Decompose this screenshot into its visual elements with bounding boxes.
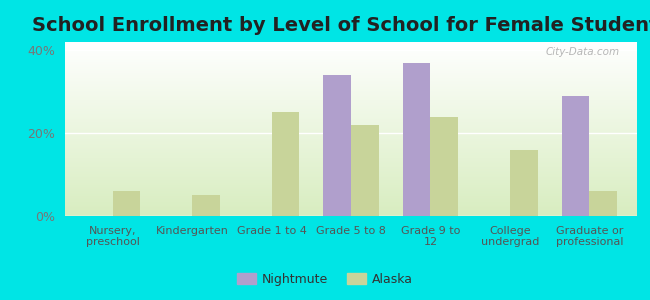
Bar [402, 63, 430, 216]
Bar [351, 125, 379, 216]
Bar [272, 112, 300, 216]
Legend: Nightmute, Alaska: Nightmute, Alaska [232, 268, 418, 291]
Bar [112, 191, 140, 216]
Bar [192, 195, 220, 216]
Text: City-Data.com: City-Data.com [546, 47, 620, 57]
Bar [510, 150, 538, 216]
Bar [430, 117, 458, 216]
Bar [323, 75, 351, 216]
Bar [562, 96, 590, 216]
Bar [590, 191, 617, 216]
Title: School Enrollment by Level of School for Female Students: School Enrollment by Level of School for… [32, 16, 650, 35]
